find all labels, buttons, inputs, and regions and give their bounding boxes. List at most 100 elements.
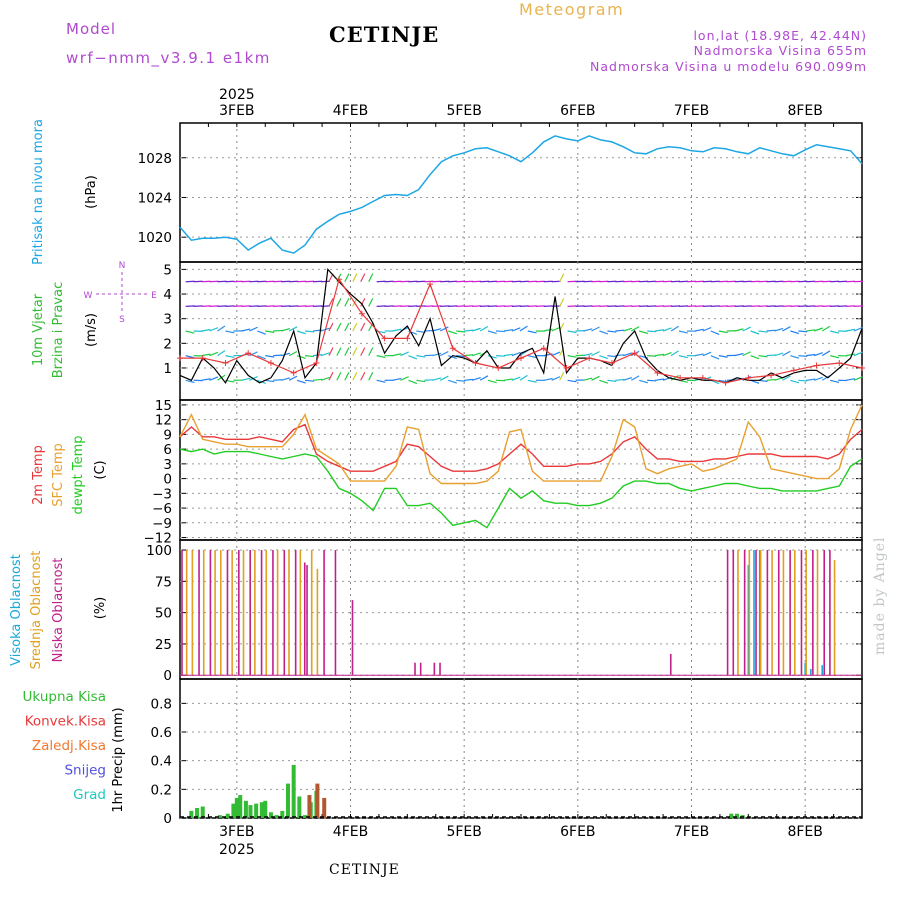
wind-barb (265, 330, 275, 333)
time-label-top: 8FEB (787, 103, 822, 119)
y-tick-label: 15 (155, 398, 172, 414)
wind-barb (718, 355, 728, 358)
wind-gust-marker (404, 335, 411, 342)
y-tick-label: 6 (163, 442, 172, 458)
wind-gust-marker (836, 360, 843, 367)
y-tick-label: 0.4 (151, 754, 172, 770)
time-label-bottom: 7FEB (674, 824, 709, 840)
axis-label: Visoka Oblacnost (9, 554, 24, 666)
wind-barb (336, 298, 342, 307)
wind-barb (766, 354, 776, 357)
wind-barb (456, 379, 466, 382)
wind-barb (487, 355, 497, 359)
wind-gust-marker (358, 310, 365, 317)
axis-label: 1hr Precip (mm) (111, 707, 126, 812)
axis-label: (%) (93, 597, 108, 620)
wind-barb (623, 377, 633, 381)
y-tick-label: 5 (163, 262, 172, 278)
wind-barb (217, 350, 226, 357)
y-tick-label: 1 (163, 361, 172, 377)
wind-barb (185, 330, 195, 334)
y-tick-label: −6 (152, 501, 172, 517)
wind-barb (456, 330, 466, 333)
precip-bar (243, 800, 248, 818)
wind-barb (567, 330, 577, 334)
precip-bar (285, 783, 290, 818)
wind-barb (464, 329, 474, 332)
compass-n: N (119, 261, 126, 271)
wind-barb (344, 298, 350, 307)
precip-bar (195, 807, 200, 818)
wind-gust-marker (381, 335, 388, 342)
wind-barb (471, 327, 481, 332)
wind-barb (360, 298, 366, 307)
wind-barb (591, 375, 600, 381)
wind-barb (471, 376, 481, 381)
wind-barb (559, 273, 565, 282)
wind-barb (225, 330, 235, 334)
wind-barb (750, 355, 760, 360)
wind-barb (798, 330, 808, 333)
wind-barb (830, 355, 840, 359)
precip-bar (254, 803, 259, 818)
wind-barb (296, 330, 306, 335)
lonlat-label: lon,lat (18.98E, 42.44N) (693, 28, 867, 43)
compass-w: W (84, 291, 93, 301)
wind-barb (607, 355, 617, 358)
wind-barb (368, 371, 374, 381)
wind-barb (440, 351, 449, 357)
axis-label: (hPa) (84, 175, 99, 209)
wind-barb (368, 347, 374, 356)
wind-barb (511, 351, 521, 357)
wind-barb (336, 371, 342, 381)
panel-frame (179, 122, 863, 263)
wind-gust-marker (859, 364, 865, 371)
wind-barb (257, 330, 266, 335)
wind-barb (448, 355, 457, 360)
wind-barb (376, 355, 386, 359)
wind-barb (312, 378, 323, 381)
wind-barb (845, 378, 856, 381)
precip-bar (200, 806, 205, 818)
wind-barb (432, 328, 442, 332)
wind-barb (543, 328, 553, 332)
y-tick-label: 4 (163, 287, 172, 303)
station-title: CETINJE (329, 22, 440, 47)
precip-bar (248, 805, 253, 818)
model-name: wrf−nmm_v3.9.1 e1km (66, 49, 271, 67)
precip-legend-item: Snijeg (64, 763, 106, 779)
elevation-label: Nadmorska Visina 655m (693, 43, 867, 58)
precip-bar (259, 802, 264, 818)
wind-barb (655, 329, 665, 332)
time-label-top: 7FEB (674, 103, 709, 119)
wind-barb (336, 322, 342, 332)
wind-barb (344, 273, 350, 282)
axis-label: Niska Oblacnost (51, 558, 66, 663)
y-tick-label: 25 (155, 637, 172, 653)
wind-barb (710, 330, 720, 335)
wind-barb (241, 377, 251, 381)
axis-label: Srednja Oblacnost (29, 551, 44, 670)
wind-barb (416, 355, 426, 358)
wind-barb (344, 371, 350, 381)
y-tick-label: 12 (155, 413, 172, 429)
wind-barb (400, 351, 409, 357)
axis-label: (m/s) (84, 313, 99, 347)
precip-bar (280, 810, 285, 818)
wind-gust-marker (745, 374, 752, 381)
wind-barb (281, 328, 290, 332)
wind-barb (814, 376, 823, 381)
wind-barb (742, 326, 752, 332)
wind-barb (487, 330, 497, 334)
y-tick-label: 3 (163, 457, 172, 473)
wind-barb (599, 379, 609, 384)
wind-barb (702, 326, 712, 332)
y-tick-label: 0 (163, 472, 172, 488)
wind-barb (607, 379, 617, 382)
wind-barb (623, 352, 633, 357)
axis-label: 2m Temp (31, 445, 46, 505)
panel-frame (179, 678, 863, 819)
wind-barb (352, 273, 358, 282)
wind-barb (742, 351, 752, 357)
wind-gust-marker (768, 372, 775, 379)
